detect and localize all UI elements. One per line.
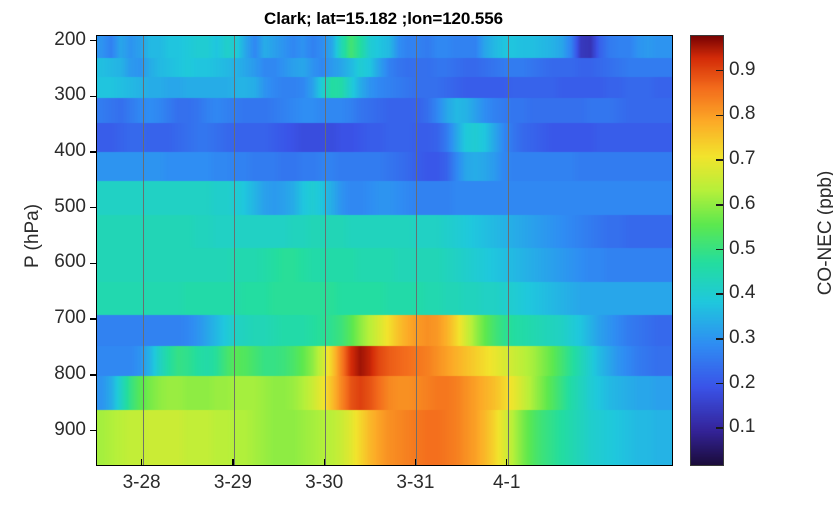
x-tick-mark-4-1 <box>506 459 508 465</box>
colorbar-tick-mark-0.6 <box>716 204 723 206</box>
gridline-3-28 <box>142 36 144 465</box>
x-tick-mark-3-30 <box>323 459 325 465</box>
y-tick-mark-400 <box>90 151 96 153</box>
y-tick-mark-200 <box>90 39 96 42</box>
x-tick-label-3-28: 3-28 <box>122 472 161 493</box>
colorbar-tick-mark-0.7 <box>716 159 723 161</box>
x-tick-mark-3-31 <box>414 459 417 465</box>
x-tick-label-3-29: 3-29 <box>213 472 252 493</box>
colorbar-tick-label-0.6: 0.6 <box>729 192 756 214</box>
colorbar-tick-label-0.2: 0.2 <box>729 371 756 393</box>
y-tick-mark-900 <box>90 429 96 432</box>
x-tick-label-4-1: 4-1 <box>492 472 521 493</box>
gridline-3-30 <box>325 36 327 465</box>
colorbar-tick-label-0.7: 0.7 <box>729 148 756 170</box>
colorbar-tick-label-0.1: 0.1 <box>729 416 756 438</box>
x-tick-label-3-30: 3-30 <box>305 472 344 493</box>
x-tick-mark-3-29 <box>232 459 234 465</box>
y-tick-label-400: 400 <box>54 140 86 161</box>
colorbar-tick-mark-0.3 <box>716 338 723 340</box>
y-tick-mark-600 <box>90 262 96 265</box>
x-tick-mark-3-28 <box>140 459 143 465</box>
colorbar-tick-label-0.5: 0.5 <box>729 237 756 259</box>
colorbar-tick-label-0.4: 0.4 <box>729 282 756 304</box>
y-tick-label-900: 900 <box>54 418 86 440</box>
colorbar-tick-label-0.9: 0.9 <box>729 58 756 80</box>
colorbar-tick-mark-0.8 <box>716 114 723 117</box>
colorbar-tick-mark-0.1 <box>716 427 723 429</box>
y-tick-label-700: 700 <box>54 307 86 329</box>
heatmap-plot-area[interactable] <box>97 36 672 465</box>
gridline-4-1 <box>507 36 509 465</box>
y-tick-mark-700 <box>90 318 96 320</box>
colorbar-tick-mark-0.9 <box>716 69 723 72</box>
heatmap-axes[interactable] <box>96 35 673 466</box>
colorbar-tick-mark-0.4 <box>716 293 723 295</box>
colorbar-tick-mark-0.5 <box>716 248 723 251</box>
colorbar-label: CO-NEC (ppb) <box>815 170 833 296</box>
y-tick-mark-300 <box>90 95 96 97</box>
colorbar-tick-mark-0.2 <box>716 382 723 385</box>
colorbar[interactable] <box>690 35 724 466</box>
y-tick-label-200: 200 <box>54 28 86 50</box>
page-title: Clark; lat=15.182 ;lon=120.556 <box>264 9 503 28</box>
y-tick-label-500: 500 <box>54 195 86 217</box>
colorbar-tick-label-0.8: 0.8 <box>729 103 756 125</box>
y-tick-label-600: 600 <box>54 251 86 273</box>
y-tick-mark-800 <box>90 374 96 376</box>
y-tick-label-300: 300 <box>54 84 86 106</box>
y-tick-mark-500 <box>90 207 96 209</box>
y-axis-label: P (hPa) <box>22 203 43 269</box>
colorbar-gradient <box>691 36 723 465</box>
gridline-3-31 <box>416 36 418 465</box>
x-tick-label-3-31: 3-31 <box>396 472 435 493</box>
colorbar-tick-label-0.3: 0.3 <box>729 326 756 348</box>
gridline-3-29 <box>233 36 235 465</box>
y-tick-label-800: 800 <box>54 362 86 384</box>
